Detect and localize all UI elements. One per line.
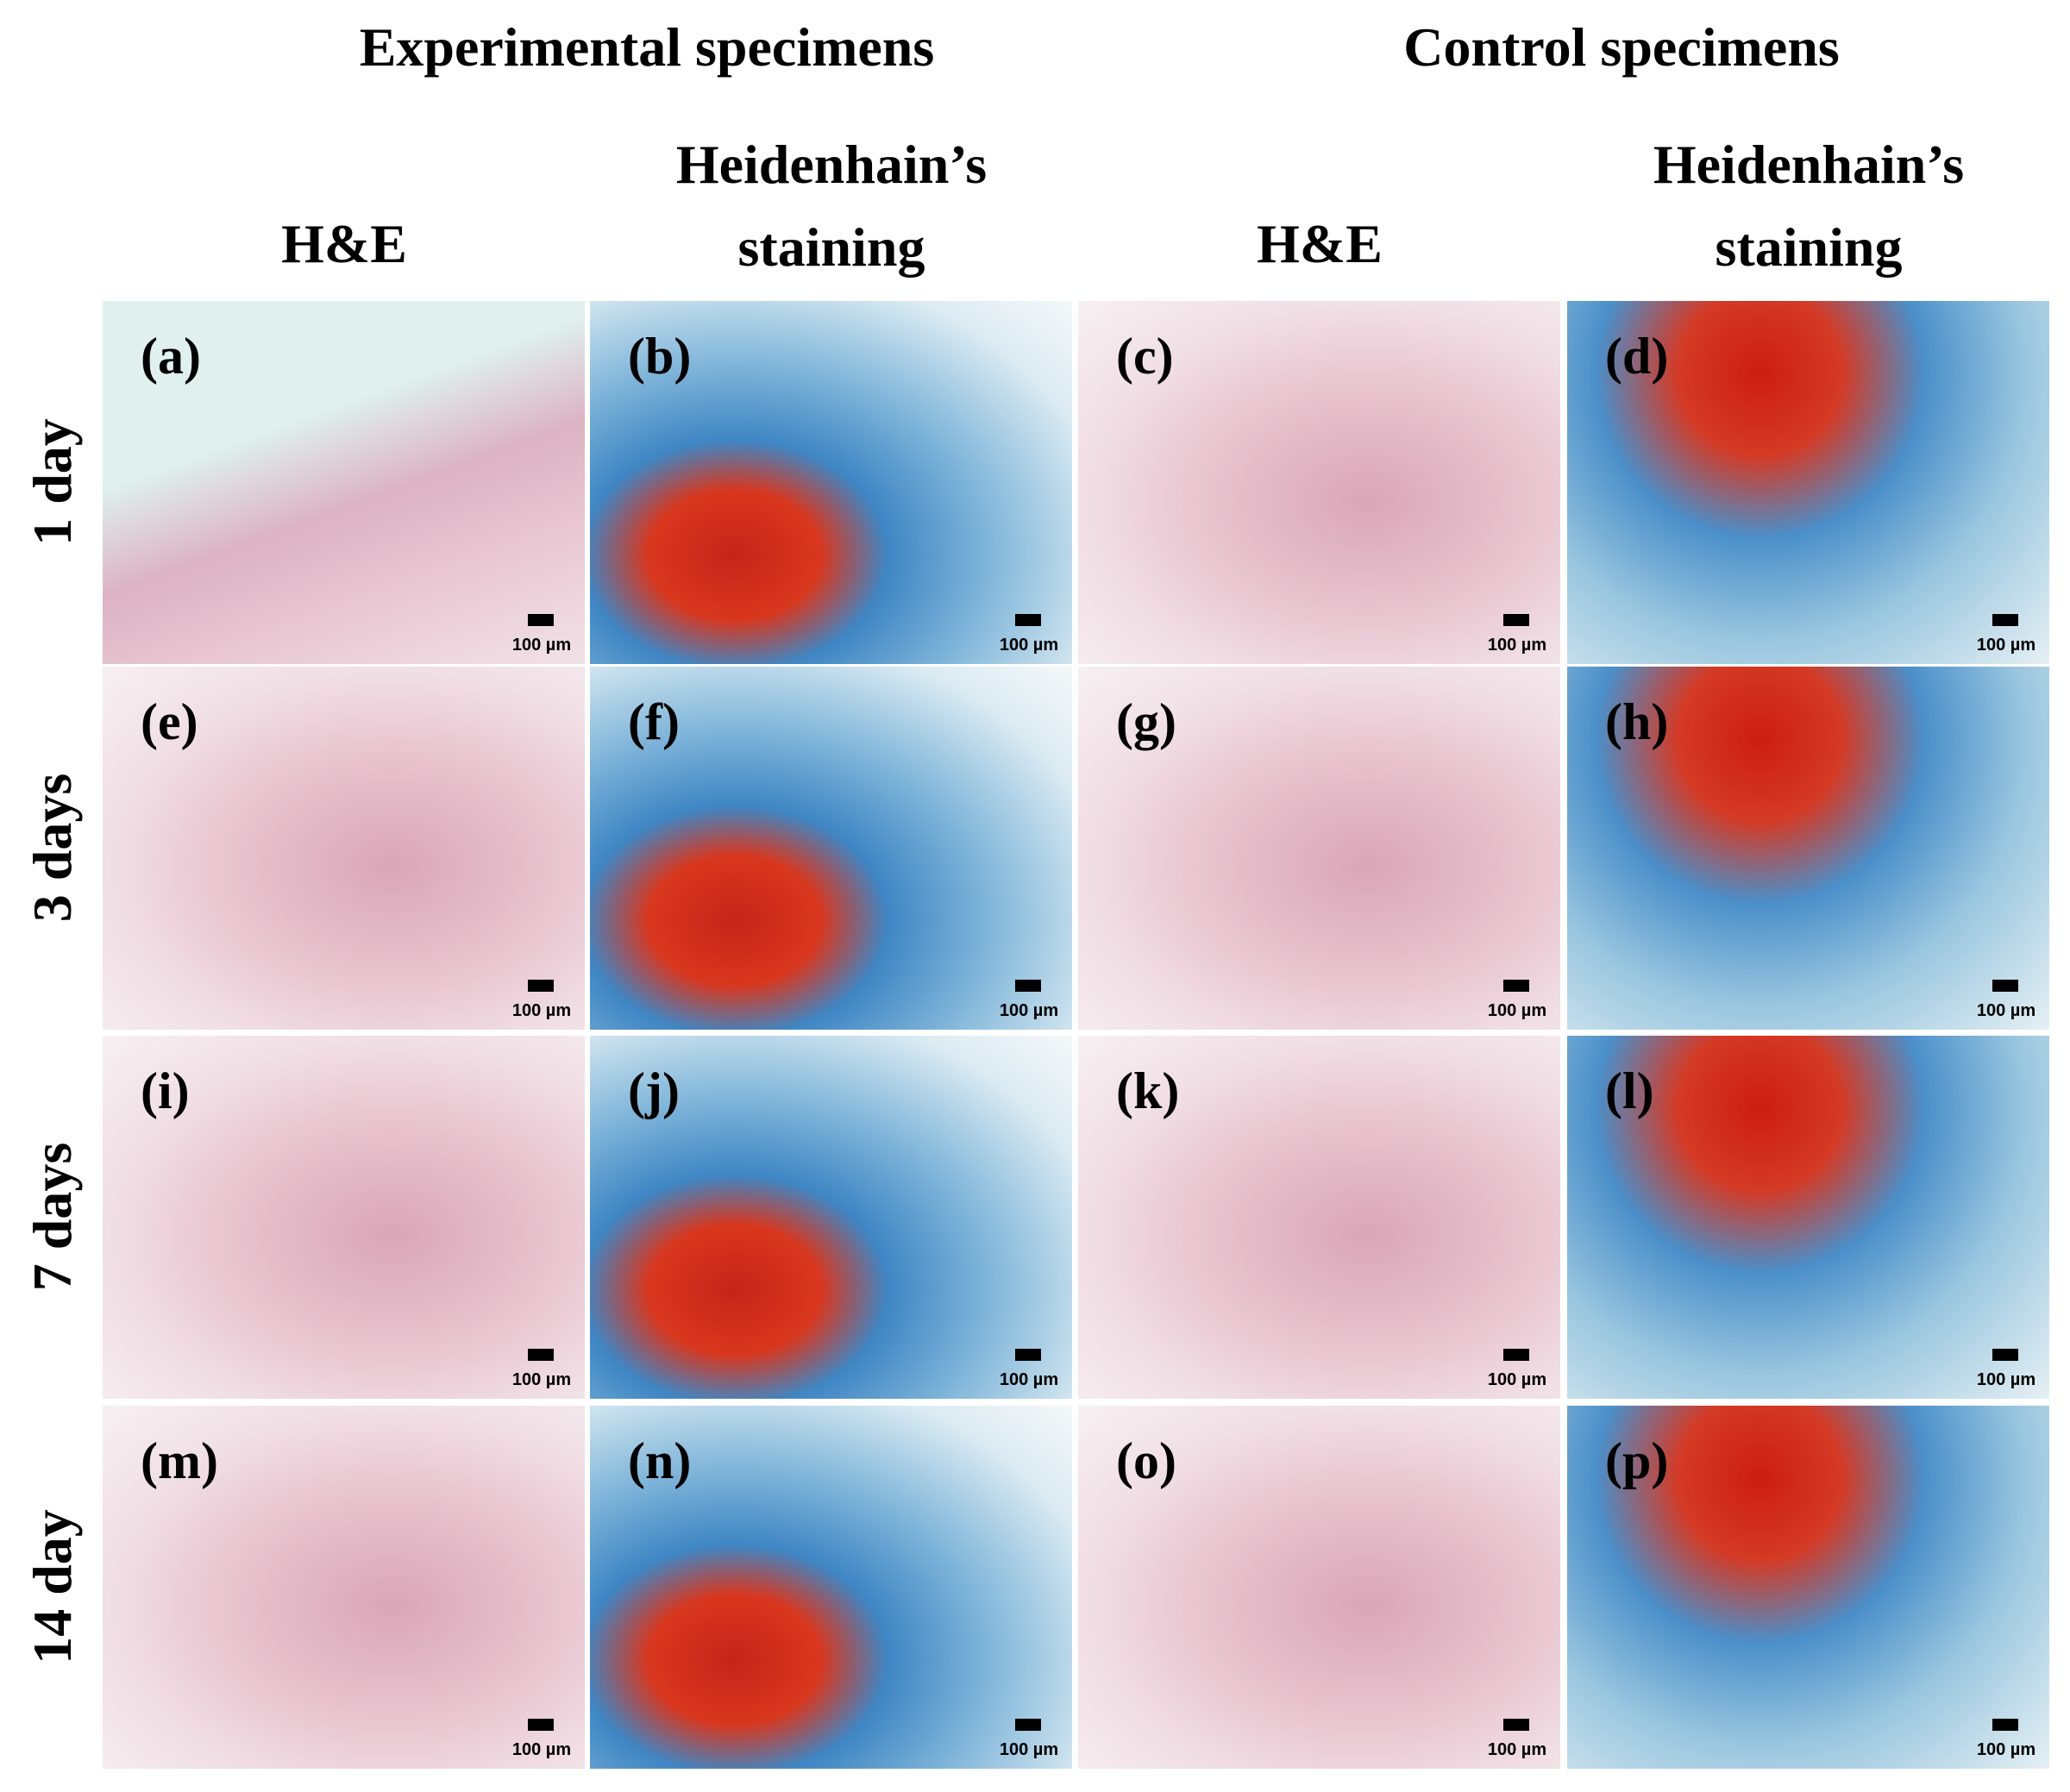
column-header-line: Heidenhain’s xyxy=(675,134,988,195)
micrograph: (h) 100 µm xyxy=(1567,667,2049,1030)
column-header-line: H&E xyxy=(281,213,407,274)
micrograph: (b) 100 µm xyxy=(590,301,1072,664)
group-title: Experimental specimens xyxy=(359,16,935,78)
micrograph: (c) 100 µm xyxy=(1078,301,1560,664)
micrograph: (n) 100 µm xyxy=(590,1406,1072,1769)
panel-label: (f) xyxy=(628,693,680,750)
scale-label: 100 µm xyxy=(1976,1740,2036,1759)
micrograph: (l) 100 µm xyxy=(1567,1036,2049,1399)
scale-label: 100 µm xyxy=(511,636,572,655)
panel-label: (b) xyxy=(628,328,692,385)
panel-label: (j) xyxy=(628,1062,680,1119)
scale-label: 100 µm xyxy=(1976,1001,2036,1020)
scale-bar xyxy=(1992,1349,2018,1361)
column-header: Heidenhain’s staining xyxy=(1567,123,2050,289)
scale-label: 100 µm xyxy=(1976,636,2036,655)
scale-bar xyxy=(528,1349,554,1361)
micrograph: (p) 100 µm xyxy=(1567,1406,2049,1769)
panel-label: (d) xyxy=(1605,328,1669,385)
scale-bar xyxy=(1992,980,2018,992)
panel-label: (i) xyxy=(141,1062,190,1119)
scale-bar xyxy=(1503,1719,1529,1731)
row-label: 1 day xyxy=(22,418,83,546)
micrograph: (j) 100 µm xyxy=(590,1036,1072,1399)
group-title: Control specimens xyxy=(1403,16,1840,78)
micrograph: (k) 100 µm xyxy=(1078,1036,1560,1399)
panel-label: (e) xyxy=(141,693,198,750)
panel-label: (n) xyxy=(628,1432,692,1489)
scale-label: 100 µm xyxy=(1976,1370,2036,1389)
scale-label: 100 µm xyxy=(511,1370,572,1389)
scale-bar xyxy=(528,1719,554,1731)
scale-bar xyxy=(1992,614,2018,626)
micrograph: (m) 100 µm xyxy=(103,1406,585,1769)
column-header-line: staining xyxy=(1715,216,1903,278)
scale-bar xyxy=(528,980,554,992)
scale-bar xyxy=(1503,980,1529,992)
panel-label: (c) xyxy=(1116,328,1174,385)
scale-bar xyxy=(1503,1349,1529,1361)
panel-label: (p) xyxy=(1605,1432,1669,1489)
column-header-line: H&E xyxy=(1257,213,1383,274)
scale-label: 100 µm xyxy=(1487,1370,1547,1389)
column-header-line: Heidenhain’s xyxy=(1653,134,1965,195)
column-header-line: staining xyxy=(737,216,925,278)
scale-bar xyxy=(1992,1719,2018,1731)
panel-label: (o) xyxy=(1116,1432,1176,1489)
micrograph: (g) 100 µm xyxy=(1078,667,1560,1030)
panel-label: (k) xyxy=(1116,1062,1180,1119)
panel-label: (l) xyxy=(1605,1062,1654,1119)
scale-label: 100 µm xyxy=(1487,1740,1547,1759)
row-label: 14 day xyxy=(22,1509,83,1664)
scale-label: 100 µm xyxy=(1487,636,1547,655)
scale-bar xyxy=(1015,980,1041,992)
micrograph: (o) 100 µm xyxy=(1078,1406,1560,1769)
micrograph: (d) 100 µm xyxy=(1567,301,2049,664)
micrograph: (i) 100 µm xyxy=(103,1036,585,1399)
column-header: H&E xyxy=(103,203,586,285)
column-header: H&E xyxy=(1078,203,1561,285)
scale-label: 100 µm xyxy=(511,1001,572,1020)
scale-bar xyxy=(528,614,554,626)
column-header: Heidenhain’s staining xyxy=(590,123,1073,289)
scale-label: 100 µm xyxy=(999,1740,1059,1759)
scale-label: 100 µm xyxy=(511,1740,572,1759)
scale-bar xyxy=(1015,614,1041,626)
scale-label: 100 µm xyxy=(999,636,1059,655)
scale-label: 100 µm xyxy=(999,1001,1059,1020)
row-label: 3 days xyxy=(22,773,83,923)
scale-label: 100 µm xyxy=(1487,1001,1547,1020)
micrograph: (a) 100 µm xyxy=(103,301,585,664)
row-label: 7 days xyxy=(22,1142,83,1292)
scale-bar xyxy=(1015,1719,1041,1731)
micrograph: (e) 100 µm xyxy=(103,667,585,1030)
panel-label: (g) xyxy=(1116,693,1176,750)
panel-label: (a) xyxy=(141,328,201,385)
panel-label: (h) xyxy=(1605,693,1669,750)
scale-label: 100 µm xyxy=(999,1370,1059,1389)
scale-bar xyxy=(1503,614,1529,626)
micrograph: (f) 100 µm xyxy=(590,667,1072,1030)
panel-label: (m) xyxy=(141,1432,218,1489)
scale-bar xyxy=(1015,1349,1041,1361)
